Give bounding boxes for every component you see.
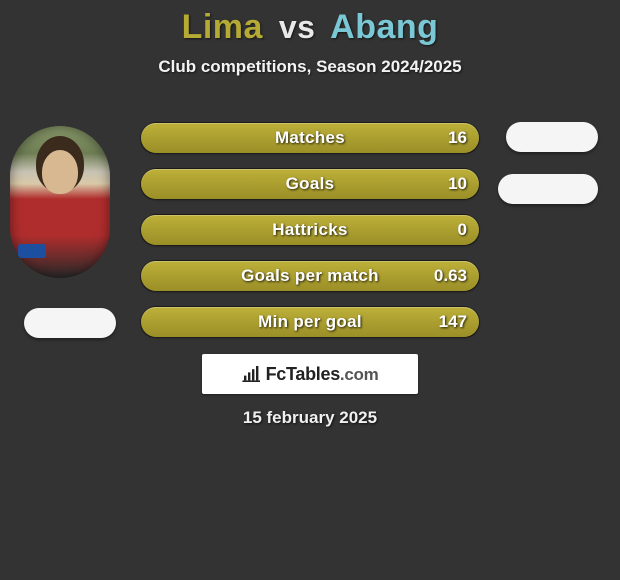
stat-bar-fill: [141, 215, 479, 245]
vs-text: vs: [279, 9, 316, 45]
brand-badge: FcTables.com: [202, 354, 418, 394]
brand-name: FcTables: [266, 364, 340, 384]
infographic-container: Lima vs Abang Club competitions, Season …: [0, 0, 620, 580]
date-text: 15 february 2025: [0, 408, 620, 428]
player1-name: Lima: [182, 8, 263, 46]
stat-bar-fill: [141, 123, 479, 153]
stat-bars: Matches 16 Goals 10 Hattricks 0 Goals pe…: [140, 122, 480, 352]
stat-bar-goals-per-match: Goals per match 0.63: [140, 260, 480, 292]
stat-bar-fill: [141, 307, 479, 337]
stat-bar-hattricks: Hattricks 0: [140, 214, 480, 246]
player1-club-logo: [24, 308, 116, 338]
bar-chart-icon: [242, 366, 262, 382]
player1-avatar: [10, 126, 110, 278]
player2-club-logo-1: [506, 122, 598, 152]
player2-club-logo-2: [498, 174, 598, 204]
stat-bar-fill: [141, 169, 479, 199]
brand-domain: .com: [340, 365, 378, 384]
stat-bar-matches: Matches 16: [140, 122, 480, 154]
brand-text: FcTables.com: [266, 364, 379, 385]
stat-bar-fill: [141, 261, 479, 291]
stat-bar-goals: Goals 10: [140, 168, 480, 200]
subtitle: Club competitions, Season 2024/2025: [0, 57, 620, 77]
stat-bar-min-per-goal: Min per goal 147: [140, 306, 480, 338]
comparison-title: Lima vs Abang: [0, 8, 620, 47]
player2-name: Abang: [330, 8, 438, 46]
